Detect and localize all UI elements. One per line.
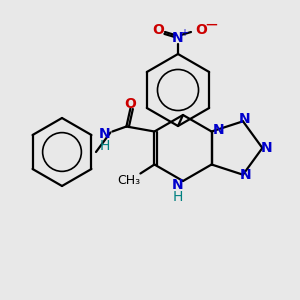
Text: H: H (173, 190, 183, 204)
Text: O: O (195, 23, 207, 37)
Text: −: − (204, 16, 218, 34)
Text: N: N (213, 122, 224, 136)
Text: O: O (124, 98, 136, 112)
Text: N: N (239, 112, 251, 126)
Text: N: N (240, 168, 252, 182)
Text: H: H (99, 140, 110, 154)
Text: O: O (152, 23, 164, 37)
Text: N: N (260, 141, 272, 155)
Text: N: N (172, 178, 184, 192)
Text: N: N (172, 31, 184, 45)
Text: CH₃: CH₃ (117, 174, 140, 187)
Text: N: N (99, 128, 110, 142)
Text: +: + (180, 28, 188, 38)
